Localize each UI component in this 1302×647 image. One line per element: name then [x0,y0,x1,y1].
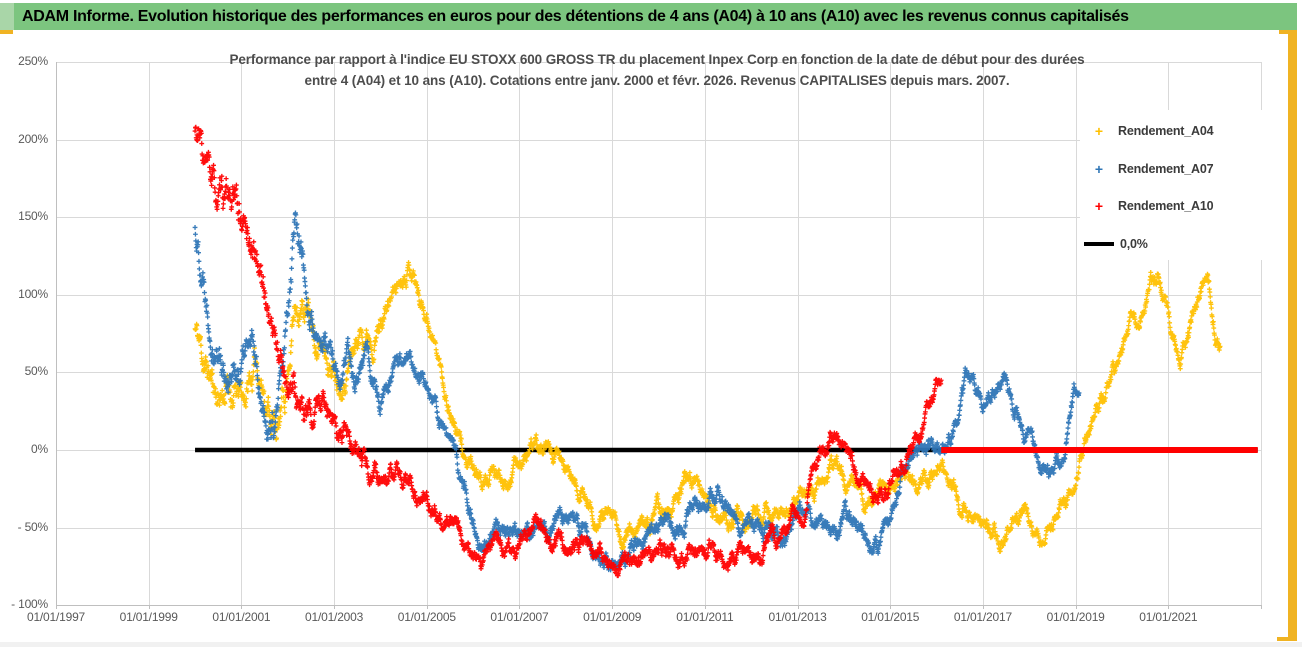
chart-title-line1: Performance par rapport à l'indice EU ST… [229,52,1085,67]
x-tick-label: 01/01/2015 [861,610,920,624]
legend-item-rendement-a07: + Rendement_A07 [1084,154,1266,184]
y-tick-label: 100% [18,286,48,301]
gold-border-left [0,30,13,34]
line-marker-icon [1084,241,1114,246]
y-tick-label: 150% [18,209,48,224]
chart-title-line2: entre 4 (A04) et 10 ans (A10). Cotations… [304,73,1010,88]
x-tick-label: 01/01/1997 [26,610,86,624]
x-tick-label: 01/01/2011 [676,610,734,624]
plus-marker-icon: + [1094,160,1104,177]
y-tick-label: - 100% [11,597,48,612]
legend-item-rendement-a10: + Rendement_A10 [1084,191,1266,221]
x-tick-label: 01/01/2003 [305,610,364,624]
bottom-strip [0,642,1302,647]
y-tick-label: 0% [31,442,48,456]
y-tick-label: 250% [18,54,48,69]
gold-border-right [1288,30,1297,641]
x-tick-label: 01/01/2005 [397,610,456,624]
legend-item-rendement-a04: + Rendement_A04 [1084,116,1266,146]
legend-label: Rendement_A07 [1118,161,1214,176]
legend-label: Rendement_A10 [1118,199,1214,213]
chart-title: Performance par rapport à l'indice EU ST… [56,49,1258,91]
gold-border-bottom [1277,637,1297,641]
x-tick-label: 01/01/2019 [1046,610,1105,624]
y-tick-label: 50% [24,364,49,379]
x-tick-label: 01/01/2007 [490,610,549,624]
header-accent [0,3,14,30]
chart-legend: + Rendement_A04 + Rendement_A07 + Rendement_A… [1080,110,1270,260]
legend-label: 0,0% [1120,236,1148,251]
plus-marker-icon: + [1094,198,1104,214]
x-tick-label: 01/01/1999 [119,610,178,624]
x-tick-label: 01/01/2001 [212,610,271,624]
page-title: ADAM Informe. Evolution historique des p… [22,8,1129,25]
plus-marker-icon: + [1094,123,1104,139]
y-tick-label: - 50% [17,519,49,534]
legend-item-0-0-: 0,0% [1084,229,1266,259]
x-tick-label: 01/01/2017 [953,610,1012,624]
header-bar: ADAM Informe. Evolution historique des p… [0,3,1297,30]
y-tick-label: 200% [18,131,48,146]
x-tick-label: 01/01/2021 [1139,610,1198,624]
x-tick-label: 01/01/2013 [768,610,827,624]
legend-label: Rendement_A04 [1118,124,1214,138]
gold-border-top [1279,30,1297,34]
x-tick-label: 01/01/2009 [583,610,642,624]
